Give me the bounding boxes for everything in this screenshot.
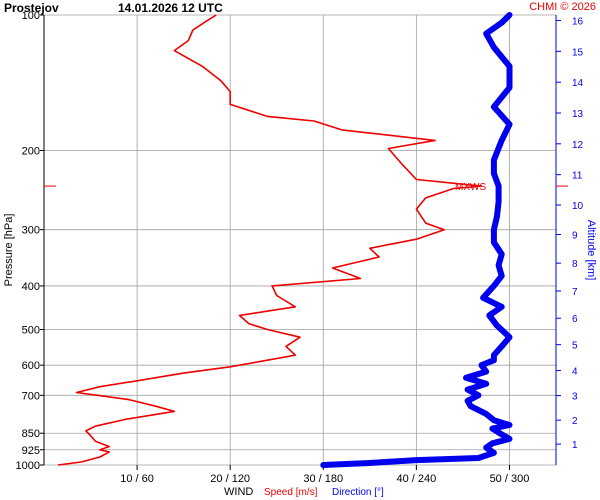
datetime-title: 14.01.2026 12 UTC bbox=[118, 1, 223, 15]
pressure-ticks: 100 200 300 400 500 600 700 850 925 1000 bbox=[16, 10, 44, 472]
grid-lines bbox=[44, 14, 556, 466]
x-tick-label-10: 10 / 60 bbox=[120, 473, 154, 485]
x-ticks: 10 / 60 20 / 120 30 / 180 40 / 240 50 / 300 bbox=[120, 465, 529, 485]
station-title: Prostejov bbox=[4, 1, 59, 15]
pressure-tick-label-850: 850 bbox=[22, 428, 40, 440]
pressure-tick-label-400: 400 bbox=[22, 281, 40, 293]
left-axis-title: Pressure [hPa] bbox=[3, 214, 15, 287]
pressure-tick-label-100: 100 bbox=[22, 10, 40, 22]
pressure-tick-label-925: 925 bbox=[22, 445, 40, 457]
altitude-tick-label-16: 16 bbox=[572, 17, 584, 28]
altitude-tick-label-1: 1 bbox=[572, 440, 578, 451]
altitude-tick-label-4: 4 bbox=[572, 366, 578, 377]
altitude-tick-label-8: 8 bbox=[572, 259, 578, 270]
altitude-tick-label-6: 6 bbox=[572, 314, 578, 325]
pressure-tick-label-1000: 1000 bbox=[16, 460, 40, 472]
altitude-tick-label-14: 14 bbox=[572, 78, 584, 89]
x-tick-label-40: 40 / 240 bbox=[396, 473, 436, 485]
series-speed-line bbox=[57, 14, 483, 466]
x-tick-label-20: 20 / 120 bbox=[210, 473, 250, 485]
pressure-tick-label-300: 300 bbox=[22, 225, 40, 237]
altitude-tick-label-7: 7 bbox=[572, 287, 578, 298]
altitude-tick-label-3: 3 bbox=[572, 392, 578, 403]
bottom-wind-label: WIND bbox=[224, 486, 253, 498]
altitude-tick-label-10: 10 bbox=[572, 201, 584, 212]
right-axis-title: Altitude [km] bbox=[585, 220, 597, 281]
x-tick-label-50: 50 / 300 bbox=[490, 473, 530, 485]
pressure-tick-label-700: 700 bbox=[22, 390, 40, 402]
pressure-tick-label-500: 500 bbox=[22, 325, 40, 337]
altitude-tick-label-11: 11 bbox=[572, 171, 583, 182]
pressure-tick-label-200: 200 bbox=[22, 145, 40, 157]
series-direction-line bbox=[320, 12, 513, 468]
axis-frame bbox=[43, 15, 557, 465]
altitude-tick-label-9: 9 bbox=[572, 230, 578, 241]
bottom-speed-label: Speed [m/s] bbox=[264, 487, 318, 498]
x-tick-label-30: 30 / 180 bbox=[303, 473, 343, 485]
altitude-tick-label-12: 12 bbox=[572, 140, 584, 151]
pressure-tick-label-600: 600 bbox=[22, 360, 40, 372]
altitude-tick-label-15: 15 bbox=[572, 47, 584, 58]
altitude-tick-label-2: 2 bbox=[572, 416, 578, 427]
bottom-direction-label: Direction [°] bbox=[332, 487, 384, 498]
altitude-tick-label-5: 5 bbox=[572, 341, 578, 352]
credit-label: CHMI © 2026 bbox=[529, 1, 596, 13]
altitude-tick-label-13: 13 bbox=[572, 109, 584, 120]
